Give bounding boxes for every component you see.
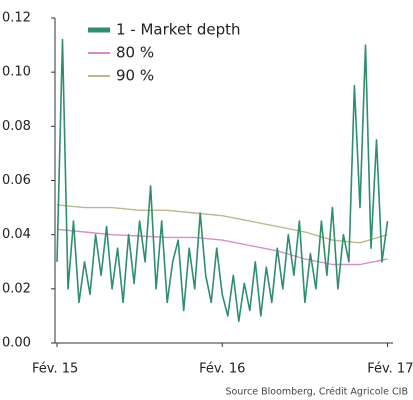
y-tick-label: 0.04 [2, 227, 31, 242]
x-tick-label: Fév. 16 [199, 362, 245, 377]
legend-label: 1 - Market depth [116, 21, 240, 39]
y-tick-label: 0.06 [2, 173, 31, 188]
x-tick-label: Fév. 17 [367, 362, 413, 377]
source-note: Source Bloomberg, Crédit Agricole CIB [225, 387, 408, 398]
series-line [56, 204, 388, 244]
legend-label: 90 % [116, 67, 154, 85]
y-tick-label: 0.02 [2, 281, 31, 296]
y-tick-label: 0.08 [2, 119, 31, 134]
y-tick-label: 0.10 [2, 65, 31, 80]
y-tick-label: 0.00 [2, 336, 31, 351]
series-line [56, 38, 389, 323]
x-tick-label: Fév. 15 [32, 362, 78, 377]
y-tick-label: 0.12 [2, 11, 31, 26]
legend-label: 80 % [116, 44, 154, 62]
series-line [56, 228, 388, 266]
